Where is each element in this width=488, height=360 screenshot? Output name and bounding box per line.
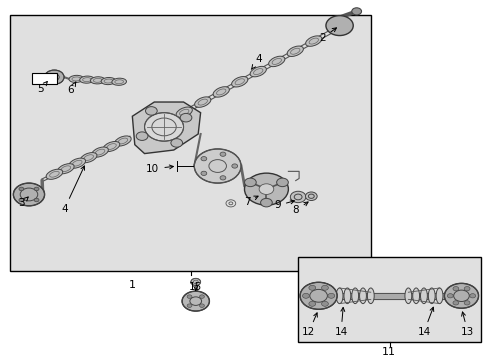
Circle shape bbox=[259, 184, 273, 194]
Circle shape bbox=[452, 301, 458, 305]
Circle shape bbox=[300, 282, 336, 309]
Circle shape bbox=[290, 191, 305, 203]
Ellipse shape bbox=[404, 288, 411, 303]
Circle shape bbox=[351, 8, 361, 15]
Text: 11: 11 bbox=[381, 347, 394, 357]
Text: 6: 6 bbox=[67, 82, 76, 95]
Ellipse shape bbox=[435, 288, 442, 303]
Circle shape bbox=[19, 198, 24, 202]
Ellipse shape bbox=[268, 56, 285, 67]
Circle shape bbox=[220, 152, 225, 156]
Ellipse shape bbox=[213, 87, 229, 97]
Circle shape bbox=[308, 301, 315, 306]
Text: 15: 15 bbox=[189, 282, 202, 292]
Ellipse shape bbox=[80, 153, 97, 163]
Bar bbox=[298, 257, 480, 342]
Circle shape bbox=[34, 198, 39, 202]
Ellipse shape bbox=[249, 66, 266, 77]
Ellipse shape bbox=[194, 97, 210, 107]
Bar bbox=[32, 72, 57, 84]
Circle shape bbox=[308, 194, 314, 198]
Circle shape bbox=[199, 295, 204, 298]
Ellipse shape bbox=[80, 76, 94, 83]
Circle shape bbox=[244, 178, 256, 186]
Ellipse shape bbox=[351, 288, 358, 303]
Circle shape bbox=[321, 301, 328, 306]
Polygon shape bbox=[132, 102, 200, 154]
Circle shape bbox=[463, 301, 469, 305]
Ellipse shape bbox=[427, 288, 434, 303]
Circle shape bbox=[19, 187, 24, 191]
Circle shape bbox=[305, 192, 317, 201]
Ellipse shape bbox=[69, 75, 83, 82]
Ellipse shape bbox=[92, 147, 108, 157]
Circle shape bbox=[145, 107, 157, 115]
Circle shape bbox=[187, 295, 192, 298]
Circle shape bbox=[452, 287, 458, 291]
Ellipse shape bbox=[176, 107, 192, 117]
Text: 2: 2 bbox=[319, 28, 336, 43]
Circle shape bbox=[170, 139, 182, 147]
Circle shape bbox=[321, 285, 328, 290]
Ellipse shape bbox=[101, 77, 116, 85]
Ellipse shape bbox=[58, 164, 74, 174]
Circle shape bbox=[220, 176, 225, 180]
Ellipse shape bbox=[112, 78, 126, 85]
Text: 1: 1 bbox=[128, 280, 136, 290]
Ellipse shape bbox=[343, 288, 350, 303]
Text: 3: 3 bbox=[19, 197, 28, 208]
Text: 8: 8 bbox=[292, 202, 307, 216]
Text: 9: 9 bbox=[274, 200, 294, 211]
Ellipse shape bbox=[412, 288, 419, 303]
Circle shape bbox=[231, 164, 237, 168]
Circle shape bbox=[201, 171, 206, 175]
Circle shape bbox=[327, 293, 334, 298]
Circle shape bbox=[463, 287, 469, 291]
Text: 13: 13 bbox=[460, 312, 473, 337]
Ellipse shape bbox=[335, 288, 342, 303]
Circle shape bbox=[244, 173, 288, 205]
Ellipse shape bbox=[286, 46, 303, 57]
Circle shape bbox=[260, 198, 272, 207]
Circle shape bbox=[276, 178, 288, 186]
Bar bbox=[10, 15, 370, 271]
Circle shape bbox=[44, 70, 64, 84]
Circle shape bbox=[302, 293, 309, 298]
Text: 10: 10 bbox=[146, 164, 173, 174]
Circle shape bbox=[187, 304, 192, 307]
Text: 4: 4 bbox=[251, 54, 262, 69]
Ellipse shape bbox=[103, 141, 120, 152]
Circle shape bbox=[308, 285, 315, 290]
Circle shape bbox=[180, 113, 191, 122]
Circle shape bbox=[182, 291, 209, 311]
Circle shape bbox=[136, 132, 148, 140]
Circle shape bbox=[469, 294, 475, 298]
Ellipse shape bbox=[231, 77, 247, 87]
Circle shape bbox=[201, 157, 206, 161]
Circle shape bbox=[325, 15, 352, 36]
Ellipse shape bbox=[359, 288, 366, 303]
Circle shape bbox=[199, 304, 204, 307]
Circle shape bbox=[444, 283, 478, 308]
Ellipse shape bbox=[420, 288, 427, 303]
Ellipse shape bbox=[69, 158, 85, 168]
Circle shape bbox=[34, 187, 39, 191]
Text: 7: 7 bbox=[243, 196, 258, 207]
Circle shape bbox=[294, 194, 302, 200]
Ellipse shape bbox=[46, 169, 62, 179]
Circle shape bbox=[190, 278, 200, 285]
Ellipse shape bbox=[114, 136, 131, 146]
Circle shape bbox=[194, 149, 241, 183]
Ellipse shape bbox=[366, 288, 373, 303]
Circle shape bbox=[447, 294, 452, 298]
Ellipse shape bbox=[305, 36, 321, 46]
Circle shape bbox=[144, 113, 183, 141]
Text: 14: 14 bbox=[416, 307, 433, 337]
Text: 5: 5 bbox=[37, 81, 47, 94]
Circle shape bbox=[13, 183, 44, 206]
Text: 14: 14 bbox=[334, 307, 347, 337]
Ellipse shape bbox=[90, 77, 105, 84]
Text: 12: 12 bbox=[302, 313, 317, 337]
Text: 4: 4 bbox=[61, 166, 84, 214]
